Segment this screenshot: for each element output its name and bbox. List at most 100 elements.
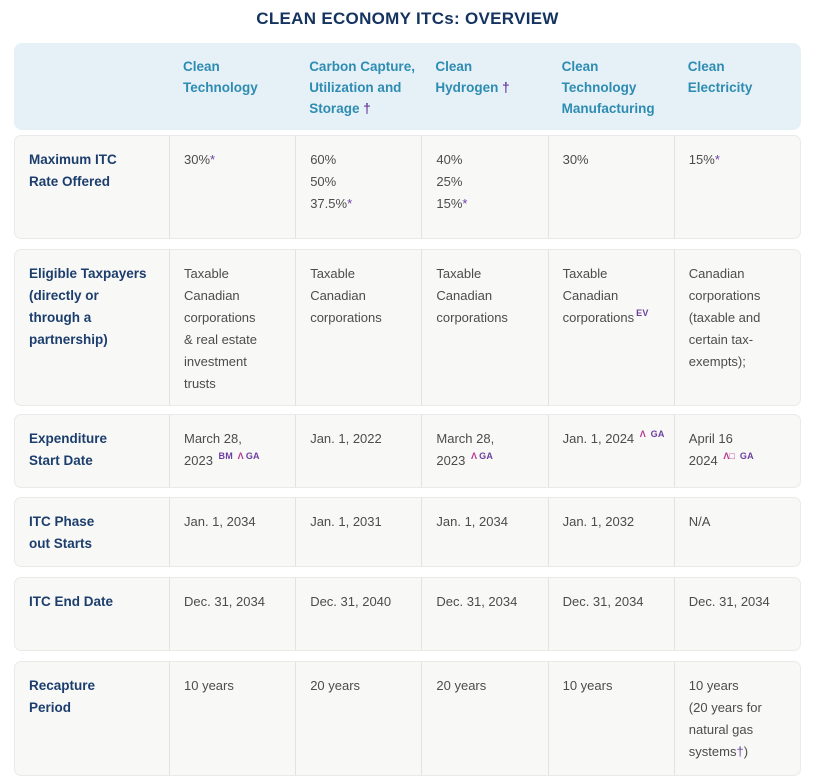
table-cell: Jan. 1, 2032 <box>547 498 674 566</box>
cell-text: partnership) <box>29 332 108 347</box>
column-header: Clean Technology <box>169 44 295 129</box>
cell-text: ) <box>743 744 749 759</box>
footnote-mark: * <box>714 152 720 167</box>
cell-line: 2023 BM Λ GA <box>184 450 289 472</box>
cell-line: corporations EV <box>563 307 668 329</box>
cell-line: through a <box>29 307 163 329</box>
cell-text: Taxable <box>562 266 608 281</box>
cell-line: 2023 Λ GA <box>436 450 541 472</box>
cell-line: Period <box>29 697 163 719</box>
cell-text: (directly or <box>29 288 99 303</box>
cell-line: trusts <box>184 373 289 395</box>
cell-text: Dec. 31, 2034 <box>688 594 770 609</box>
cell-line: Canadian <box>184 285 289 307</box>
cell-line: ITC End Date <box>29 591 163 613</box>
cell-line: March 28, <box>184 428 289 450</box>
cell-text: Period <box>29 700 72 715</box>
footnote-mark: † <box>736 744 744 759</box>
cell-text: corporations <box>562 310 635 325</box>
cell-text: N/A <box>688 514 711 529</box>
table-cell: Jan. 1, 2031 <box>295 498 421 566</box>
cell-text: 2024 <box>688 453 722 468</box>
cell-line: systems†) <box>689 741 794 763</box>
table-cell: 10 years <box>169 662 295 775</box>
column-header: Clean Technology Manufacturing <box>548 44 674 129</box>
cell-line: Eligible Taxpayers <box>29 263 163 285</box>
cell-text: Dec. 31, 2034 <box>436 594 518 609</box>
cell-line: Clean <box>562 56 668 77</box>
table-cell: Jan. 1, 2024 Λ GA <box>547 415 674 487</box>
cell-line: Jan. 1, 2022 <box>310 428 415 450</box>
cell-text: corporations <box>688 288 761 303</box>
cell-text: 25% <box>436 174 463 189</box>
cell-line: Jan. 1, 2024 Λ GA <box>563 428 668 450</box>
table-cell: Dec. 31, 2034 <box>547 578 674 650</box>
cell-text: 40% <box>436 152 463 167</box>
cell-text: Rate Offered <box>29 174 111 189</box>
cell-line: Canadian <box>563 285 668 307</box>
table-cell: Taxable Canadian corporations <box>421 250 547 405</box>
table-cell: 40% 25% 15%* <box>421 136 547 238</box>
cell-text: (taxable and <box>688 310 761 325</box>
cell-text: Canadian <box>310 288 366 303</box>
cell-text: Eligible Taxpayers <box>29 266 147 281</box>
cell-line: Taxable <box>310 263 415 285</box>
cell-line: 40% <box>436 149 541 171</box>
table-cell: Canadian corporations (taxable and certain … <box>673 250 800 405</box>
cell-text: Clean <box>561 59 599 74</box>
row-label: ITC End Date <box>15 578 169 650</box>
table-row: Eligible Taxpayers (directly or through a p… <box>14 249 801 406</box>
cell-text: 2023 <box>436 453 469 468</box>
cell-text: certain tax- <box>688 332 754 347</box>
cell-text: through a <box>29 310 92 325</box>
cell-line: investment <box>184 351 289 373</box>
cell-line: Utilization and <box>309 77 415 98</box>
cell-text: Clean <box>435 59 473 74</box>
cell-line: ITC Phase <box>29 511 163 533</box>
cell-line: out Starts <box>29 533 163 555</box>
cell-line: 25% <box>436 171 541 193</box>
cell-text: 10 years <box>562 678 613 693</box>
row-label: Recapture Period <box>15 662 169 775</box>
table-cell: 60% 50% 37.5%* <box>295 136 421 238</box>
page-title: CLEAN ECONOMY ITCs: OVERVIEW <box>256 9 559 28</box>
footnote-mark: Λ <box>639 428 646 439</box>
cell-text: Jan. 1, 2022 <box>310 431 382 446</box>
cell-text: March 28, <box>436 431 495 446</box>
cell-line: Jan. 1, 2031 <box>310 511 415 533</box>
cell-line: 2024 Λ□ GA <box>689 450 794 472</box>
table-cell: Taxable Canadian corporations EV <box>547 250 674 405</box>
footnote-mark: EV <box>636 307 649 318</box>
cell-line: Rate Offered <box>29 171 163 193</box>
cell-text: Electricity <box>687 80 753 95</box>
cell-line: Jan. 1, 2032 <box>563 511 668 533</box>
cell-text: April 16 <box>688 431 733 446</box>
cell-text: Dec. 31, 2040 <box>310 594 392 609</box>
cell-text: corporations <box>310 310 382 325</box>
cell-text: 2023 <box>184 453 217 468</box>
footnote-mark: † <box>363 101 371 116</box>
cell-text: Jan. 1, 2031 <box>310 514 382 529</box>
footnote-mark: BM <box>218 450 236 461</box>
cell-text: corporations <box>436 310 508 325</box>
table-row: ITC Phase out Starts Jan. 1, 2034 Jan. 1, 2… <box>14 497 801 567</box>
table-cell: Jan. 1, 2034 <box>421 498 547 566</box>
cell-text: Canadian <box>184 288 240 303</box>
cell-text: Canadian <box>436 288 493 303</box>
cell-text: ITC End Date <box>29 594 114 609</box>
cell-line: 30% <box>563 149 668 171</box>
cell-line: Canadian <box>310 285 415 307</box>
cell-text: 37.5% <box>310 196 348 211</box>
cell-line: Dec. 31, 2034 <box>436 591 541 613</box>
table-cell: April 16 2024 Λ□ GA <box>673 415 800 487</box>
cell-line: corporations <box>310 307 415 329</box>
table-cell: 20 years <box>421 662 547 775</box>
row-label: Expenditure Start Date <box>15 415 169 487</box>
cell-text: Taxable <box>310 266 355 281</box>
cell-text: systems <box>688 744 737 759</box>
cell-line: partnership) <box>29 329 163 351</box>
cell-text: 60% <box>310 152 337 167</box>
cell-text: 10 years <box>184 678 234 693</box>
table-cell: N/A <box>673 498 800 566</box>
cell-line: (20 years for <box>689 697 794 719</box>
